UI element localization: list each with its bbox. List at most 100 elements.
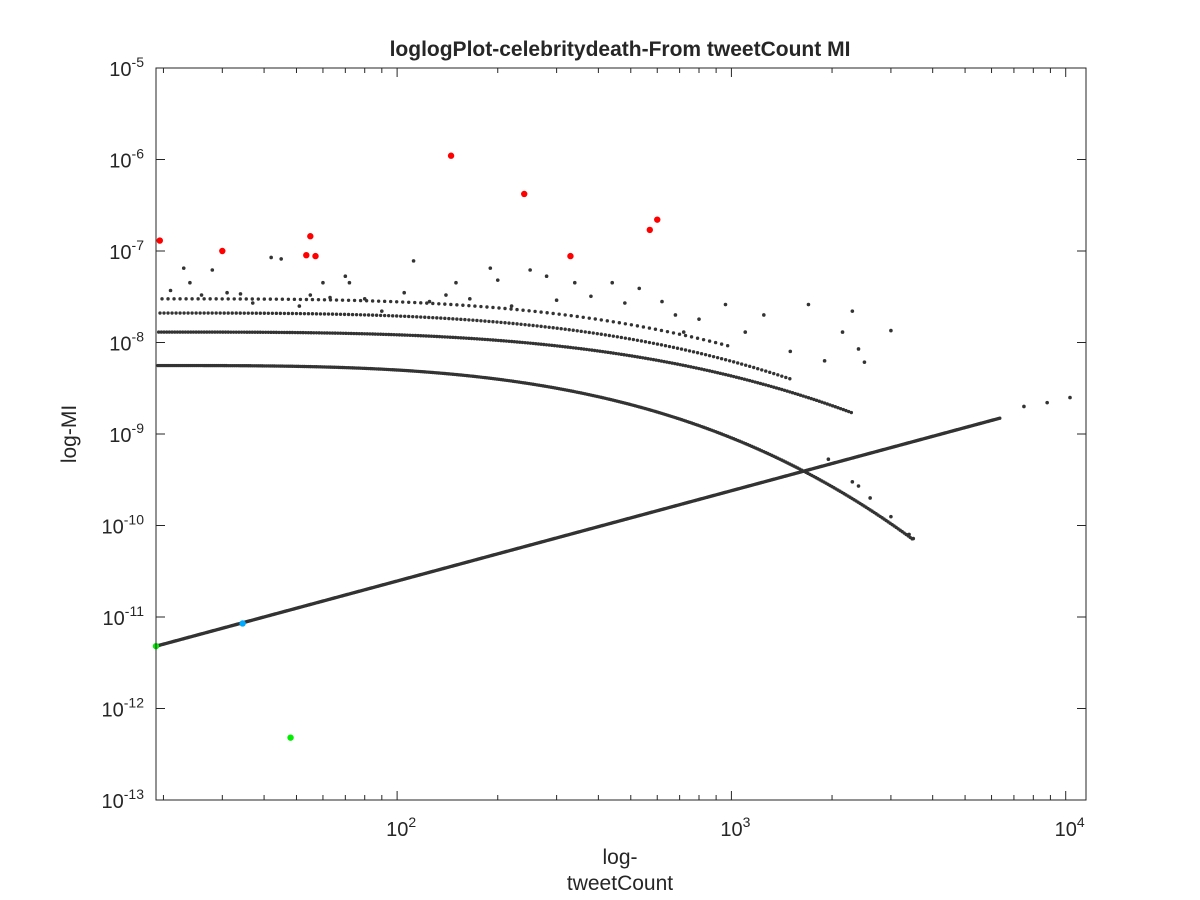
data-point-dark-curve-3 [735, 361, 740, 365]
data-point-dark-curve-2 [325, 331, 329, 335]
data-point-dark [826, 457, 831, 462]
data-point-dark-curve-4 [467, 303, 471, 308]
data-point-dark-curve-3 [198, 311, 202, 315]
data-point-dark-curve-3 [162, 311, 166, 315]
data-point-dark-curve-3 [455, 317, 459, 321]
data-point-dark-curve-4 [533, 309, 537, 314]
data-point-dark-curve-4 [196, 297, 200, 301]
data-point-dark-curve-3 [487, 319, 491, 324]
data-point-dark-curve-2 [718, 371, 722, 376]
data-point-dark-curve-2 [678, 362, 682, 367]
data-point-red [307, 233, 314, 240]
data-point-dark-curve-3 [551, 326, 555, 330]
data-point-dark-curve-2 [675, 362, 680, 366]
data-point-dark-curve-4 [563, 313, 567, 317]
data-point-dark-curve-3 [238, 311, 242, 315]
data-point-dark-curve-3 [635, 338, 640, 342]
data-point-dark-curve-2 [841, 407, 846, 412]
data-point-dark-curve-2 [312, 331, 316, 335]
data-point-dark-curve-2 [258, 330, 262, 334]
data-point-dark-curve-2 [453, 335, 458, 340]
data-point-dark-curve-3 [535, 324, 539, 328]
data-point-dark-curve-3 [463, 317, 467, 322]
data-point-dark-curve-2 [261, 330, 265, 334]
data-point-dark-curve-2 [207, 330, 212, 334]
data-point-dark-curve-3 [342, 312, 347, 317]
data-point-dark-curve-2 [721, 372, 725, 376]
data-point-dark-curve-2 [705, 368, 709, 372]
data-point-dark-curve-2 [515, 340, 519, 344]
data-point-dark-curve-3 [258, 311, 262, 315]
data-point-dark-curve-3 [394, 314, 399, 318]
data-point-dark [238, 292, 243, 296]
data-point-red [303, 251, 310, 259]
data-point-dark-curve-3 [206, 311, 210, 315]
data-point-dark [495, 278, 500, 282]
data-point-dark-curve-3 [439, 316, 443, 320]
data-point-dark-curve-2 [574, 346, 578, 350]
data-point-dark-curve-2 [282, 330, 287, 335]
data-point-dark [856, 347, 861, 351]
data-point-dark-curve-2 [165, 330, 169, 334]
data-point-dark-curve-4 [557, 312, 561, 316]
data-point-dark-curve-2 [357, 331, 361, 336]
data-point-dark-curve-3 [515, 322, 519, 326]
data-point-dark-curve-2 [483, 337, 487, 342]
data-point-dark-curve-2 [448, 335, 452, 339]
data-point-dark [660, 299, 664, 304]
data-point-dark [454, 280, 458, 285]
data-point-dark-curve-2 [774, 386, 779, 390]
data-point-dark-curve-4 [286, 297, 291, 301]
data-point-dark-curve-3 [703, 352, 708, 357]
data-point-dark-curve-2 [277, 330, 281, 335]
data-point-dark-curve-2 [320, 331, 324, 335]
data-point-dark-curve-3 [683, 348, 688, 352]
data-point-dark-curve-3 [210, 311, 214, 315]
data-point-dark-curve-2 [239, 330, 244, 334]
data-point-dark-curve-3 [190, 311, 194, 315]
data-point-dark [210, 268, 215, 272]
data-point-dark-curve-2 [309, 331, 313, 335]
data-point-dark-curve-2 [298, 330, 303, 335]
data-point-dark [681, 330, 686, 334]
data-point-dark-curve-3 [695, 351, 700, 355]
data-point-dark-curve-4 [449, 302, 453, 307]
data-point-dark-curve-0 [998, 416, 1002, 420]
data-point-dark [297, 304, 302, 308]
data-point-dark-curve-2 [194, 330, 198, 334]
data-point-dark [362, 297, 367, 301]
data-point-dark-curve-2 [734, 375, 739, 379]
data-point-dark-curve-4 [322, 298, 327, 302]
data-point-dark-curve-2 [756, 381, 760, 385]
data-point-dark-curve-4 [316, 297, 321, 302]
data-point-dark-curve-2 [403, 333, 407, 337]
data-point-dark-curve-3 [591, 331, 595, 335]
data-point-dark-curve-2 [173, 330, 177, 334]
data-point-dark-curve-2 [691, 365, 696, 370]
data-point-dark-curve-4 [479, 304, 483, 309]
data-point-dark-curve-2 [263, 330, 268, 334]
data-point-dark-curve-3 [607, 333, 612, 338]
data-point-dark-curve-3 [687, 349, 692, 353]
data-point-dark-curve-2 [424, 334, 428, 338]
data-point-dark-curve-4 [172, 297, 176, 301]
data-point-dark-curve-2 [432, 334, 436, 339]
data-point-dark [589, 294, 593, 299]
data-point-dark-curve-2 [231, 330, 236, 334]
data-point-dark-curve-2 [496, 338, 501, 343]
data-point-red [312, 252, 319, 260]
data-point-dark-curve-3 [250, 311, 254, 315]
data-point-dark-curve-2 [213, 330, 217, 334]
data-points [152, 152, 1072, 741]
data-point-dark-curve-2 [475, 337, 479, 341]
data-point-dark-curve-2 [183, 330, 188, 334]
data-point-dark-curve-2 [667, 360, 672, 365]
data-point-dark-curve-2 [651, 357, 656, 362]
data-point-dark-curve-2 [456, 335, 460, 340]
data-point-dark [610, 280, 615, 285]
data-point-dark-curve-3 [719, 356, 724, 361]
data-point-dark-curve-3 [362, 313, 367, 317]
data-point-dark [637, 286, 642, 291]
data-point-dark-curve-2 [459, 336, 463, 340]
data-point-dark-curve-4 [256, 297, 260, 301]
